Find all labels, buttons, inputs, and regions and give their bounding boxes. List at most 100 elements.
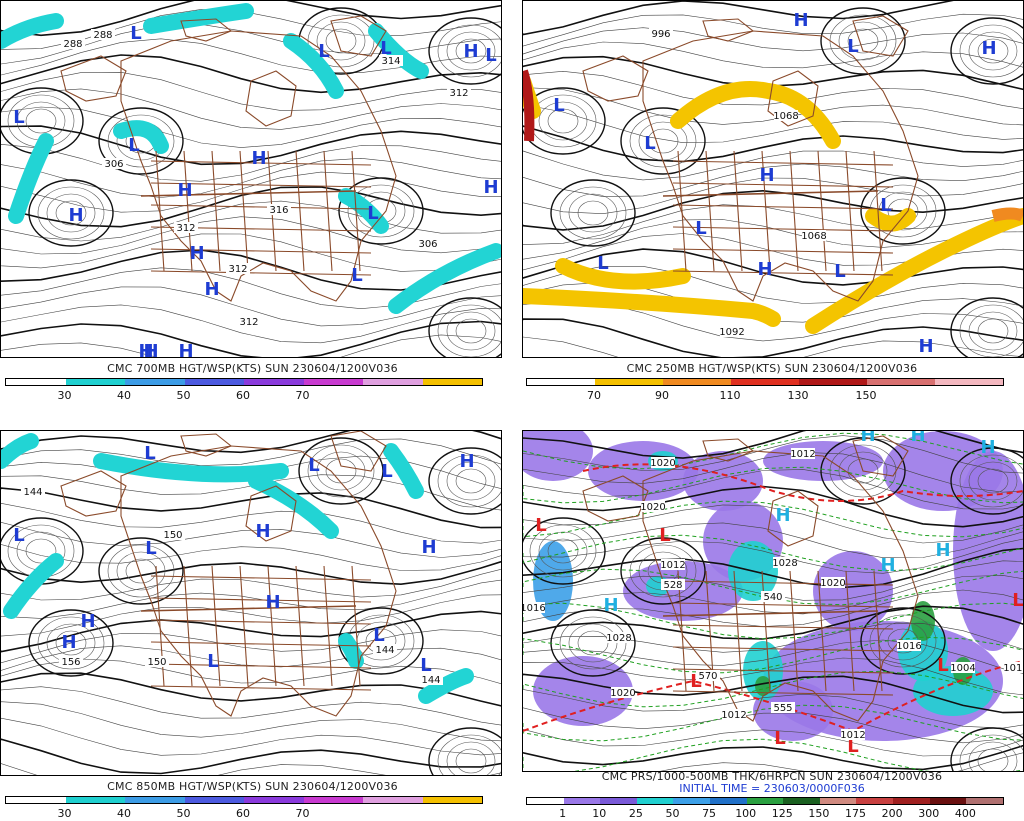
thickness-contour <box>523 500 1023 538</box>
contour-value-label: 314 <box>381 56 400 67</box>
contour-line <box>523 1 954 36</box>
state-border <box>672 668 894 674</box>
closed-contour <box>437 454 501 508</box>
contour-value-label: 312 <box>449 88 468 99</box>
high-pressure-marker: H <box>178 341 193 357</box>
closed-contour <box>446 31 496 71</box>
contour-value-label: 1004 <box>950 663 975 674</box>
contour-line <box>1 320 501 357</box>
wind-speed-shading <box>1 3 501 314</box>
wind-speed-shading <box>1 433 474 704</box>
state-border <box>150 270 372 276</box>
colorbar-precip <box>526 797 1004 805</box>
state-border <box>239 150 249 272</box>
contour-line <box>1 233 501 272</box>
closed-contour <box>28 179 114 247</box>
contour-line <box>1 629 501 664</box>
contour-line <box>523 744 1023 771</box>
closed-contour <box>316 21 366 61</box>
contour-line <box>523 575 1023 615</box>
closed-contour <box>125 558 157 584</box>
panel-title-850mb: CMC 850MB HGT/WSP(KTS) SUN 230604/1200V0… <box>107 780 398 793</box>
low-pressure-marker: L <box>207 651 218 672</box>
label-knockout <box>91 29 115 40</box>
low-pressure-marker: L <box>373 625 384 646</box>
low-pressure-marker: L <box>937 655 948 676</box>
contour-line <box>523 623 1023 653</box>
jet-band <box>3 553 64 619</box>
closed-contour <box>455 748 487 774</box>
map-850mb: L L L H L L H H H H H L L L 144 150 156 150 144 144 <box>0 430 502 776</box>
contour-line <box>523 435 1023 474</box>
low-pressure-marker: L <box>774 728 785 749</box>
contour-line <box>523 522 1023 559</box>
closed-contour <box>98 107 184 175</box>
state-border <box>672 690 894 696</box>
closed-contour <box>838 451 888 491</box>
colorbar-swatch <box>363 379 423 385</box>
contour-line <box>1 304 501 344</box>
closed-contour <box>25 108 57 134</box>
colorbar-850mb <box>5 796 483 804</box>
contour-value-label: 528 <box>663 580 682 591</box>
contour-line <box>523 41 1023 69</box>
coastline <box>180 18 233 42</box>
contour-line <box>1 438 501 466</box>
jet-band <box>418 668 474 704</box>
colorbar-swatch <box>600 798 637 804</box>
coastline <box>60 55 127 102</box>
closed-contour <box>455 468 487 494</box>
us-canada-border <box>662 610 879 617</box>
state-border <box>677 570 687 692</box>
label-knockout <box>267 204 291 215</box>
closed-contour <box>968 741 1018 771</box>
closed-contour <box>977 468 1009 494</box>
coastline <box>582 55 649 102</box>
colorbar-tick-label: 1 <box>559 807 567 820</box>
precip-area <box>683 451 763 511</box>
closed-contour <box>950 447 1023 515</box>
state-border <box>672 226 894 232</box>
label-knockout <box>611 687 635 698</box>
jet-band <box>248 473 339 539</box>
contour-value-label: 316 <box>269 205 288 216</box>
label-knockout <box>416 238 440 249</box>
high-pressure-marker: H <box>980 437 995 458</box>
label-knockout <box>774 110 798 121</box>
high-pressure-marker: H <box>918 336 933 357</box>
closed-contour <box>446 741 496 775</box>
colorbar-tick-label: 70 <box>295 807 310 820</box>
closed-contour <box>523 517 606 585</box>
label-knockout <box>61 38 85 49</box>
colorbar-swatch <box>731 379 799 385</box>
colorbar-swatch <box>663 379 731 385</box>
contour-line <box>1 645 501 671</box>
contour-line <box>523 177 1023 215</box>
low-pressure-marker: L <box>308 455 319 476</box>
closed-contour <box>860 177 946 245</box>
state-border <box>183 150 193 272</box>
contour-line <box>1 579 501 619</box>
state-border <box>150 597 372 603</box>
high-pressure-marker: H <box>935 540 950 561</box>
colorbar-swatch <box>893 798 930 804</box>
colorbar-tick-label: 110 <box>719 389 741 402</box>
us-canada-border <box>662 190 879 197</box>
state-border <box>150 160 372 166</box>
colorbar-swatch <box>6 797 66 803</box>
label-knockout <box>771 702 795 713</box>
map-prs-thk: LLHHHHHHLLLLLH10201016102810201012102010… <box>522 430 1024 772</box>
contour-line <box>1 106 501 148</box>
colorbar-swatch <box>244 797 304 803</box>
contour-line <box>1 502 501 544</box>
label-knockout <box>661 559 685 570</box>
high-pressure-marker: H <box>483 177 498 198</box>
contour-value-label: 312 <box>239 317 258 328</box>
high-pressure-marker: H <box>757 259 772 280</box>
closed-contour <box>629 114 697 168</box>
contour-line <box>523 150 1023 181</box>
low-pressure-marker: L <box>420 655 431 676</box>
closed-contour <box>307 444 375 498</box>
coastline <box>120 30 397 302</box>
label-knockout <box>59 656 83 667</box>
